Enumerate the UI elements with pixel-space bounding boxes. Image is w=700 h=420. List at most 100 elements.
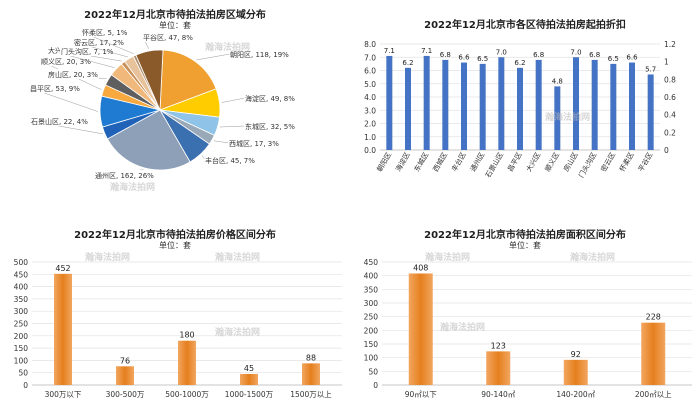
y2-tick-label: 0.4 [664,111,676,120]
price-subtitle: 单位：套 [159,241,191,250]
data-label: 92 [571,350,581,359]
bar [240,373,258,385]
pie-label-bg [142,32,194,42]
pie-label: 西城区, 17, 3% [229,140,279,148]
data-label: 6.5 [608,55,619,63]
watermark-3: 瀚海法拍网 [545,113,591,123]
bar [591,59,598,150]
data-label: 7.1 [421,47,432,55]
y-tick-label: 450 [14,270,29,279]
pie-label: 顺义区, 20, 3% [41,58,91,66]
data-label: 5.7 [645,65,656,73]
x-tick-label: 昌平区 [506,151,523,173]
y-tick-label: 100 [14,356,29,365]
area-subtitle: 单位：套 [509,241,541,250]
bar [610,63,617,150]
x-tick-label: 房山区 [561,151,579,174]
data-label: 180 [179,331,194,340]
pie-leader-line [219,125,246,128]
y-tick-label: 200 [364,326,379,335]
watermark-2: 瀚海法拍网 [110,183,156,193]
x-tick-label: 丰台区 [449,151,467,174]
bar [423,55,430,150]
bar [302,363,320,385]
y-tick-label: 1.0 [364,133,376,142]
pie-label: 怀柔区, 5, 1% [82,28,128,37]
x-tick-label: 石景山区 [483,151,505,180]
data-label: 408 [413,263,428,272]
y-tick-label: 6.0 [364,67,376,76]
x-tick-label: 东城区 [412,151,430,174]
pie-leader-line [213,140,230,144]
pie-leader-line [196,53,231,61]
data-label: 7.0 [496,48,507,56]
y-tick-label: 8.0 [364,40,376,49]
y-tick-label: 0.0 [364,146,376,155]
data-label: 6.6 [458,54,470,62]
pie-label: 平谷区, 47, 8% [143,33,193,42]
y2-tick-label: 0 [664,146,669,155]
data-label: 123 [491,341,506,350]
discount-bar-chart: 0.0 1.0 2.0 3.0 4.0 5.0 6.0 7.0 8.0 0 0.2 0.4 0.6 0.8… [364,40,676,180]
pie-label-bg [94,170,155,180]
x-tick-label: 顺义区 [544,151,561,173]
pie-label-bg [244,93,296,103]
y-tick-label: 200 [14,332,29,341]
y-tick-label: 300 [14,307,29,316]
y-tick-label: 350 [14,295,29,304]
pie-label: 通州区, 162, 26% [95,171,154,180]
pie-chart: 朝阳区, 118, 19% 海淀区, 49, 8% 东城区, 32, 5% 西城区, … [29,27,296,180]
watermark-1: 瀚海法拍网 [205,43,251,53]
pie-label: 丰台区, 45, 7% [205,156,255,165]
price-bar-chart: 0 50 100 150 200 250 300 350 400 450 500 452 300万以下 7… [14,258,342,399]
bar [178,340,196,385]
x-tick-label: 平谷区 [636,151,654,174]
pie-slice [135,49,164,111]
data-label: 6.8 [440,51,451,59]
x-tick-label: 1500万以上 [290,390,332,399]
pie-label: 朝阳区, 118, 19% [230,50,289,59]
bar [479,63,486,150]
pie-label-bg [228,138,280,148]
x-tick-label: 300万以下 [45,390,82,399]
y-tick-label: 2.0 [364,120,376,129]
y-tick-label: 400 [364,272,379,281]
x-tick-label: 140-200㎡ [556,390,595,399]
discount-title: 2022年12月北京市各区待拍法拍房起拍折扣 [424,20,626,31]
pie-label-bg [60,46,115,56]
x-tick-label: 朝阳区 [375,151,393,174]
y-tick-label: 0 [23,381,28,390]
bar [461,62,467,150]
x-tick-label: 500-1000万 [165,390,209,399]
bar [535,59,542,150]
pie-slice [106,109,191,171]
y-tick-label: 400 [14,283,29,292]
area-title: 2022年12月北京市待拍法拍房面积区间分布 [424,230,626,241]
y-tick-label: 5.0 [364,80,376,89]
data-label: 7.1 [384,47,395,55]
data-label: 452 [55,264,70,273]
y-tick-label: 500 [14,258,29,267]
x-tick-label: 密云区 [599,151,617,174]
pie-label-bg [47,69,99,79]
pie-slice [159,49,217,111]
watermark-9: 瀚海法拍网 [440,323,486,333]
pie-label-bg [229,49,290,59]
bar [498,57,505,150]
pie-leader-line [221,97,246,103]
bar [442,59,449,150]
watermark-5: 瀚海法拍网 [215,253,261,263]
bar [647,74,654,150]
y-tick-label: 0 [373,381,378,390]
y-tick-label: 3.0 [364,106,376,115]
pie-subtitle: 单位：套 [159,21,191,30]
data-label: 7.0 [570,48,581,56]
y-tick-label: 50 [368,367,378,376]
watermark-7: 瀚海法拍网 [425,253,471,263]
pie-label-bg [81,27,129,37]
pie-label: 东城区, 32, 5% [245,122,295,131]
bar [405,67,411,150]
pie-label-bg [29,83,81,93]
pie-label: 密云区, 17, 2% [74,38,124,47]
x-tick-label: 通州区 [468,151,486,174]
